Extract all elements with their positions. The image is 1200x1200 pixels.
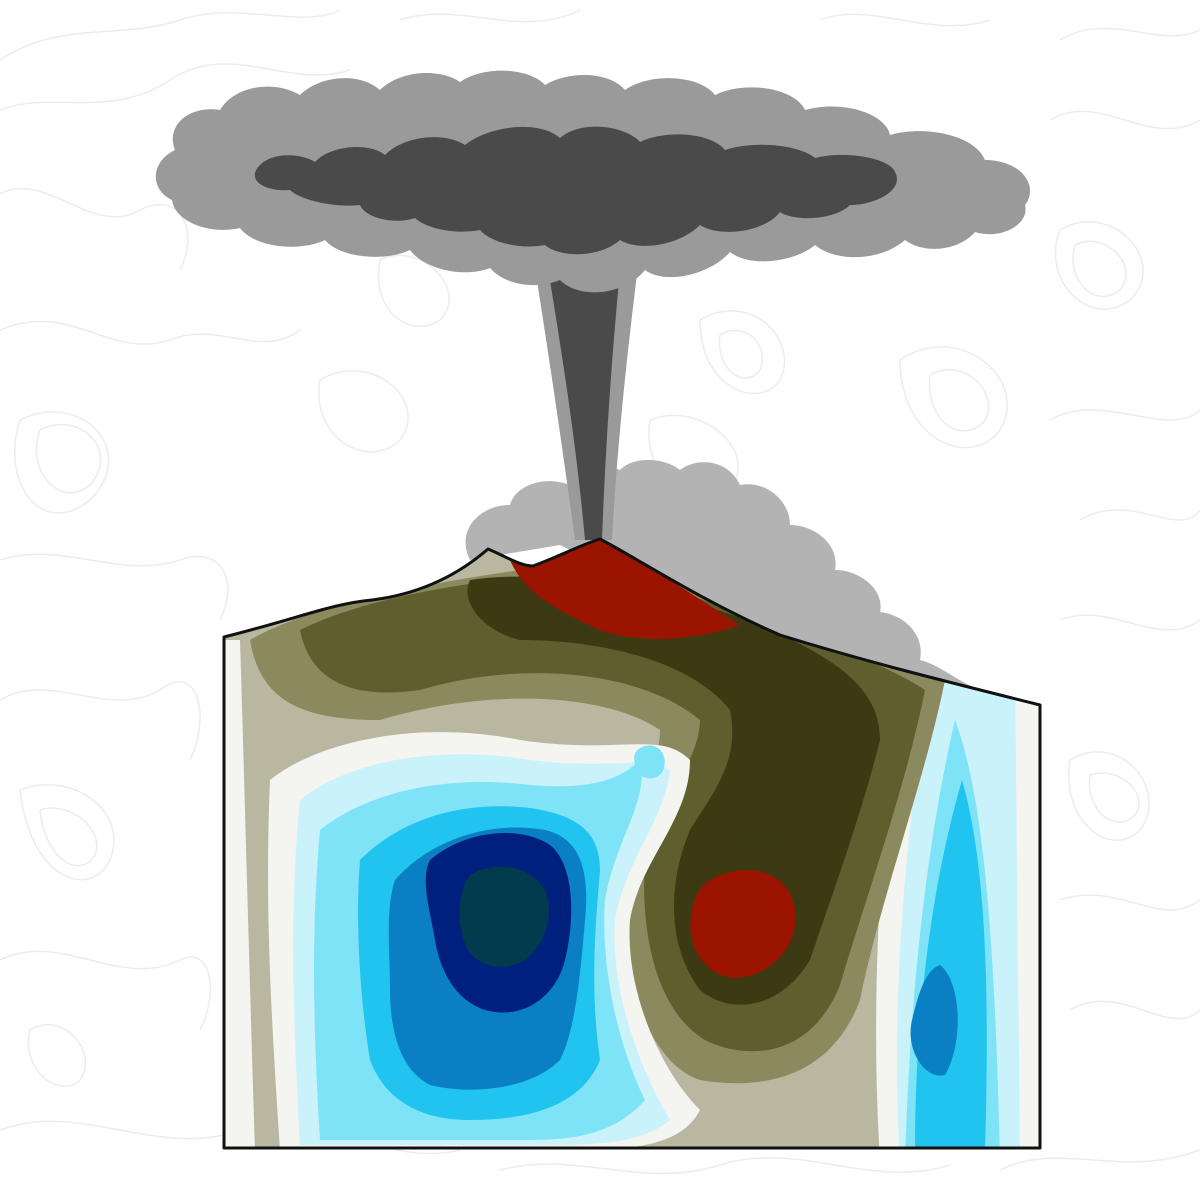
topo-contour <box>819 13 991 27</box>
right-deep-blob <box>910 965 958 1076</box>
topo-contour <box>0 681 201 761</box>
cold-upper-spot <box>634 745 665 779</box>
eruption-column-inner <box>545 250 622 540</box>
topo-contour <box>699 310 786 395</box>
topo-contour <box>1069 1000 1200 1020</box>
topo-contour <box>1059 27 1200 41</box>
plume-inner-cloud <box>254 126 897 255</box>
topo-contour <box>1088 772 1140 823</box>
topo-contour <box>1054 221 1144 310</box>
volcano-cross-section <box>224 539 1040 1148</box>
topo-contour <box>1067 751 1150 841</box>
topo-contour <box>39 807 98 867</box>
topo-contour <box>499 1157 951 1175</box>
topo-contour <box>0 187 189 271</box>
topo-contour <box>928 368 990 432</box>
topo-contour <box>19 784 115 881</box>
topo-contour <box>377 254 450 327</box>
topo-contour <box>1072 240 1127 297</box>
topo-contour <box>399 9 581 23</box>
topo-contour <box>1049 409 1200 421</box>
cold-core-zone <box>459 866 549 967</box>
section-outline <box>222 537 1042 1150</box>
topo-contour <box>14 411 110 514</box>
topo-contour <box>718 329 763 379</box>
topo-contour <box>1059 614 1200 631</box>
left-edge-pale-band <box>224 640 255 1148</box>
eruption-plume <box>155 70 1031 293</box>
topo-contour <box>899 346 1008 449</box>
topo-contour <box>0 320 301 345</box>
topo-contour <box>318 370 409 453</box>
deep-magma-body <box>690 870 796 979</box>
topo-contour <box>27 1023 87 1087</box>
topo-contour <box>999 1149 1200 1171</box>
topo-contour <box>1079 509 1200 521</box>
topo-contour <box>35 424 102 494</box>
topo-contour <box>1049 110 1200 130</box>
topo-contour <box>0 950 212 1031</box>
topo-contour <box>0 553 229 621</box>
topo-contour <box>0 63 351 111</box>
lava-dome <box>533 539 700 609</box>
topo-contour <box>1059 894 1200 911</box>
topo-contour <box>0 9 341 61</box>
